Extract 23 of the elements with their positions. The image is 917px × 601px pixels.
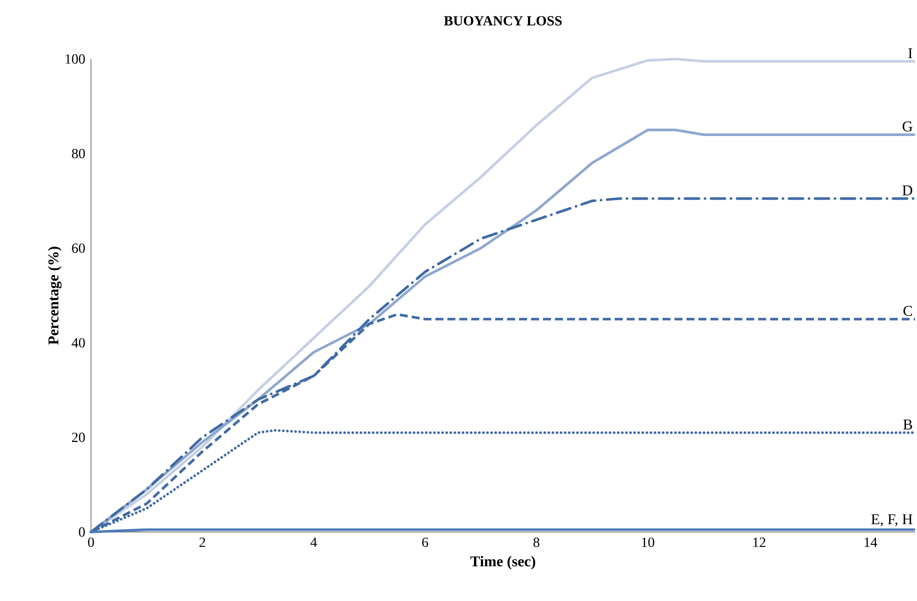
x-tick-label: 0 — [88, 538, 94, 548]
chart-title: BUOYANCY LOSS — [444, 16, 562, 26]
series-label: E, F, H — [871, 514, 912, 526]
x-tick-label: 2 — [199, 538, 206, 547]
x-tick-label: 8 — [533, 538, 540, 548]
series-label: C — [903, 306, 912, 316]
y-axis-title: Percentage (%) — [48, 246, 62, 345]
series-label: D — [902, 186, 912, 196]
x-tick-label: 4 — [310, 538, 317, 547]
y-tick-label: 60 — [72, 243, 85, 253]
series-label: B — [903, 420, 912, 430]
series-label: G — [902, 121, 912, 132]
series-label: I — [908, 48, 912, 58]
y-tick-label: 100 — [66, 54, 85, 64]
x-axis-title: Time (sec) — [470, 556, 536, 570]
y-tick-label: 80 — [72, 148, 85, 158]
y-tick-label: 0 — [78, 527, 85, 537]
x-tick-label: 10 — [642, 538, 654, 548]
x-tick-label: 12 — [753, 538, 766, 547]
x-tick-label: 14 — [864, 538, 878, 547]
y-tick-label: 40 — [72, 338, 85, 348]
y-tick-label: 20 — [72, 432, 85, 442]
x-tick-label: 6 — [422, 538, 428, 548]
